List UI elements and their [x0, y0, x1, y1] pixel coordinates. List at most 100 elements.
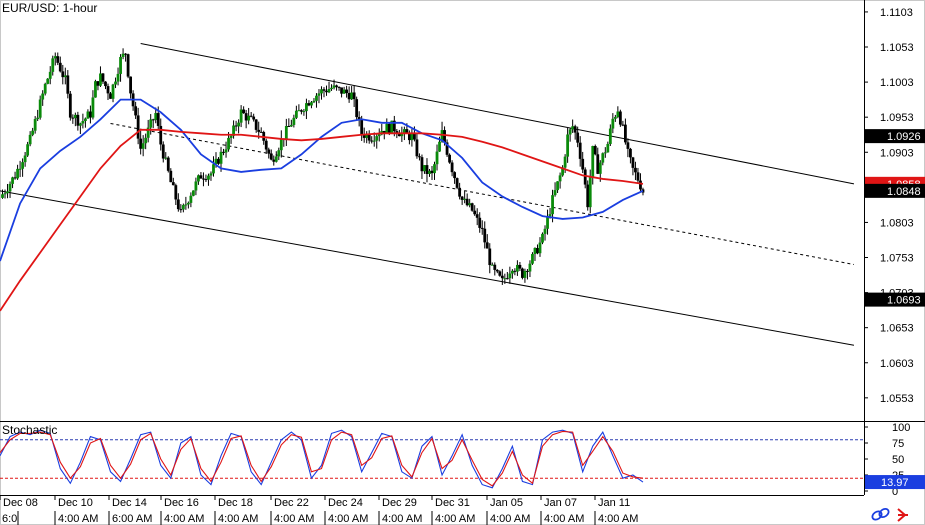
candle-bull	[553, 190, 557, 196]
candle-bull	[189, 195, 193, 203]
candle-bear	[581, 158, 585, 170]
candle-bull	[548, 214, 552, 217]
candle-bull	[490, 264, 494, 266]
candle-bull	[209, 173, 213, 176]
candle-bull	[435, 151, 439, 165]
candle-bear	[500, 275, 504, 279]
candle-bull	[279, 138, 283, 151]
candle-bull	[402, 129, 406, 133]
link-icon[interactable]	[871, 507, 890, 521]
candle-bull	[390, 120, 394, 133]
candle-bull	[51, 58, 55, 72]
candle-bear	[159, 125, 163, 145]
candle-bear	[340, 87, 343, 94]
candle-bull	[48, 71, 52, 79]
candle-bull	[598, 162, 602, 174]
candle-bear	[518, 264, 522, 269]
candle-bear	[536, 247, 539, 254]
candle-bull	[91, 97, 95, 118]
stochastic-title: Stochastic	[2, 423, 58, 437]
candle-bear	[418, 156, 421, 158]
candle-bull	[400, 132, 404, 137]
candle-bear	[526, 270, 529, 272]
candle-bull	[146, 127, 150, 138]
candle-bear	[134, 106, 138, 116]
time-label-date: Dec 24	[328, 497, 363, 509]
candle-bear	[176, 199, 180, 210]
candle-bull	[515, 264, 519, 272]
candle-bull	[181, 205, 185, 210]
candle-bull	[606, 143, 610, 153]
candle-bull	[305, 103, 308, 112]
candle-bull	[99, 73, 102, 86]
candle-bull	[523, 270, 527, 278]
candle-bull	[224, 149, 228, 153]
candle-bear	[453, 172, 457, 179]
candle-bull	[149, 119, 153, 128]
candle-bear	[495, 269, 499, 272]
candle-bull	[503, 278, 507, 280]
candle-bull	[111, 84, 115, 99]
time-label-hour: 4:00 AM	[58, 513, 98, 525]
candle-bear	[151, 119, 155, 121]
candle-bear	[347, 93, 351, 100]
candle-bear	[254, 119, 258, 130]
candle-bear	[139, 138, 143, 149]
candle-bull	[365, 134, 369, 138]
candle-bull	[164, 157, 168, 159]
candle-bear	[169, 170, 173, 183]
candle-bull	[86, 111, 90, 119]
candle-bull	[616, 111, 620, 118]
candle-bear	[629, 148, 632, 158]
candle-bull	[237, 122, 241, 127]
candle-bull	[310, 102, 313, 106]
candle-bear	[460, 196, 464, 200]
time-label-hour: 6:0	[2, 513, 17, 525]
candle-bear	[126, 54, 130, 77]
time-axis: Dec 08 Dec 10 Dec 14 Dec 16 Dec 18 Dec 22 Dec …	[0, 495, 638, 525]
stochastic-lines	[0, 429, 864, 489]
candle-bear	[13, 177, 17, 179]
candle-bull	[588, 177, 592, 208]
candle-bear	[71, 117, 75, 119]
time-label-date: Dec 08	[3, 497, 38, 509]
candle-bull	[191, 190, 195, 196]
candle-bull	[611, 118, 615, 129]
candle-bull	[528, 263, 532, 272]
candle-bear	[382, 130, 386, 134]
candle-bull	[531, 254, 534, 264]
candle-bull	[508, 273, 512, 279]
candle-bull	[543, 228, 547, 234]
candle-bull	[377, 134, 381, 137]
price-tag-label: 1.0693	[887, 295, 921, 307]
candle-bear	[488, 248, 492, 266]
candle-bear	[204, 179, 208, 181]
time-label-date: Dec 22	[274, 497, 309, 509]
candle-bull	[297, 110, 301, 112]
candle-bear	[242, 109, 246, 114]
candle-bull	[312, 100, 316, 103]
candle-bear	[448, 154, 451, 163]
candle-bear	[425, 165, 429, 174]
candle-bull	[289, 124, 293, 127]
candle-bear	[483, 228, 487, 243]
time-label-hour: 4:00 AM	[544, 513, 584, 525]
candle-bull	[73, 114, 77, 119]
candle-bear	[583, 169, 587, 185]
candle-bull	[274, 156, 278, 162]
stochastic-d-line	[0, 430, 644, 487]
time-label-hour: 4:00 AM	[328, 513, 368, 525]
candle-bear	[199, 175, 203, 179]
candle-bull	[41, 93, 45, 100]
candle-bear	[264, 140, 268, 150]
candle-bear	[161, 144, 165, 159]
price-tag-box	[865, 129, 925, 144]
stochastic-tick-label: 50	[892, 454, 904, 466]
channel-line-3	[110, 123, 855, 266]
candle-bull	[31, 130, 35, 135]
arrow-icon[interactable]	[897, 508, 908, 522]
candle-bear	[360, 119, 364, 135]
candle-bear	[269, 153, 273, 160]
candle-bear	[407, 133, 411, 141]
